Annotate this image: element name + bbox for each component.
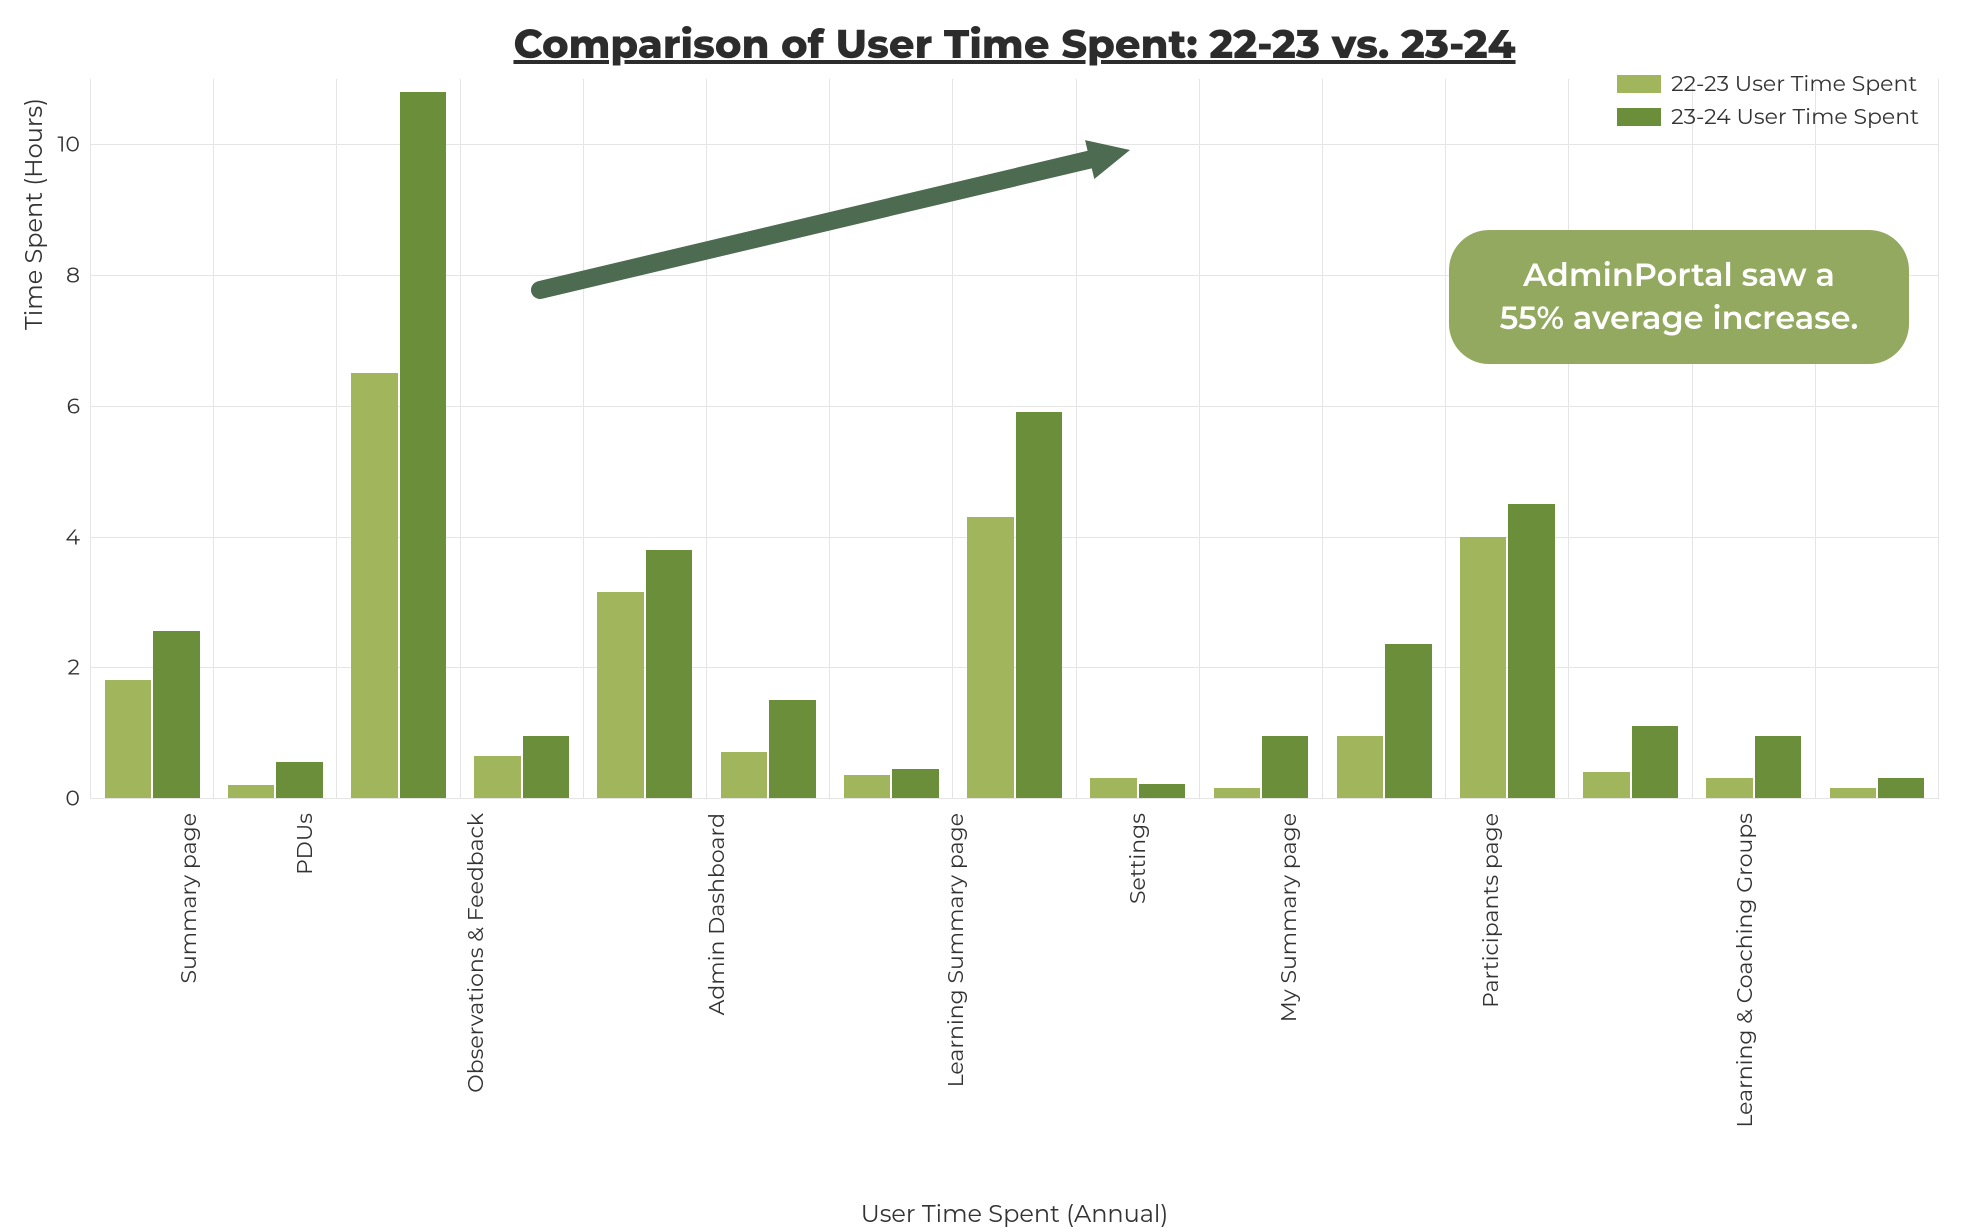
bar [1139, 784, 1185, 798]
legend-label: 22-23 User Time Spent [1671, 70, 1917, 97]
legend: 22-23 User Time Spent 23-24 User Time Sp… [1617, 70, 1919, 136]
chart-title: Comparison of User Time Spent: 22-23 vs.… [90, 20, 1939, 69]
x-tick-label: Observations & Feedback [322, 809, 602, 840]
x-axis-label: User Time Spent (Annual) [90, 1200, 1939, 1229]
legend-label: 23-24 User Time Spent [1671, 103, 1919, 130]
bar [1508, 504, 1554, 798]
grid-line [90, 798, 1939, 799]
bar-group [90, 79, 214, 798]
legend-item: 22-23 User Time Spent [1617, 70, 1919, 97]
x-tick-label: Observation Templates [1889, 809, 1979, 840]
bar [1632, 726, 1678, 798]
bar [474, 756, 520, 798]
y-tick-label: 6 [40, 392, 80, 419]
x-tick-label: My Summary page [1170, 809, 1379, 840]
y-tick-label: 2 [40, 654, 80, 681]
chart-container: Comparison of User Time Spent: 22-23 vs.… [0, 0, 1979, 1180]
x-tick-label: Settings [1079, 809, 1170, 840]
bar [1878, 778, 1924, 798]
bar [1830, 788, 1876, 798]
bar-group [337, 79, 460, 798]
x-labels: Summary pagePDUsObservations & FeedbackA… [90, 809, 1939, 840]
bar [844, 775, 890, 798]
bar-group [1446, 79, 1569, 798]
bar [1262, 736, 1308, 798]
legend-item: 23-24 User Time Spent [1617, 103, 1919, 130]
bar [1460, 537, 1506, 798]
x-tick-label: Admin Dashboard [602, 809, 804, 840]
bar [1755, 736, 1801, 798]
bar [1385, 644, 1431, 798]
bar [1583, 772, 1629, 798]
bar [967, 517, 1013, 798]
legend-swatch [1617, 75, 1661, 93]
bar [1016, 412, 1062, 798]
callout-text: AdminPortal saw a 55% average increase. [1500, 256, 1859, 338]
bar [276, 762, 322, 798]
y-tick-label: 10 [40, 131, 80, 158]
bar-group [214, 79, 337, 798]
bar [892, 769, 938, 798]
bar-group [1816, 79, 1939, 798]
bar [400, 92, 446, 798]
bar [646, 550, 692, 798]
bar [153, 631, 199, 798]
bar-group [1200, 79, 1323, 798]
y-tick-label: 4 [40, 523, 80, 550]
x-tick-label: PDUs [261, 809, 323, 840]
bar [1214, 788, 1260, 798]
bar [1337, 736, 1383, 798]
y-tick-label: 0 [40, 785, 80, 812]
bar [1706, 778, 1752, 798]
x-tick-label: Learning Summary page [805, 809, 1079, 840]
bar [523, 736, 569, 798]
y-tick-label: 8 [40, 262, 80, 289]
x-tick-label: Summary page [90, 809, 261, 840]
x-tick-label: Learning & Coaching Groups [1574, 809, 1889, 840]
legend-swatch [1617, 108, 1661, 126]
callout-badge: AdminPortal saw a 55% average increase. [1449, 230, 1909, 364]
bar-group [1693, 79, 1816, 798]
bar [228, 785, 274, 798]
bar [105, 680, 151, 798]
bar [769, 700, 815, 798]
bar [351, 373, 397, 798]
bar [597, 592, 643, 798]
trend-arrow-icon [480, 90, 1190, 350]
x-tick-label: Participants page [1379, 809, 1574, 840]
bar-group [1569, 79, 1692, 798]
bar [1090, 778, 1136, 798]
bar-group [1323, 79, 1446, 798]
bar [721, 752, 767, 798]
